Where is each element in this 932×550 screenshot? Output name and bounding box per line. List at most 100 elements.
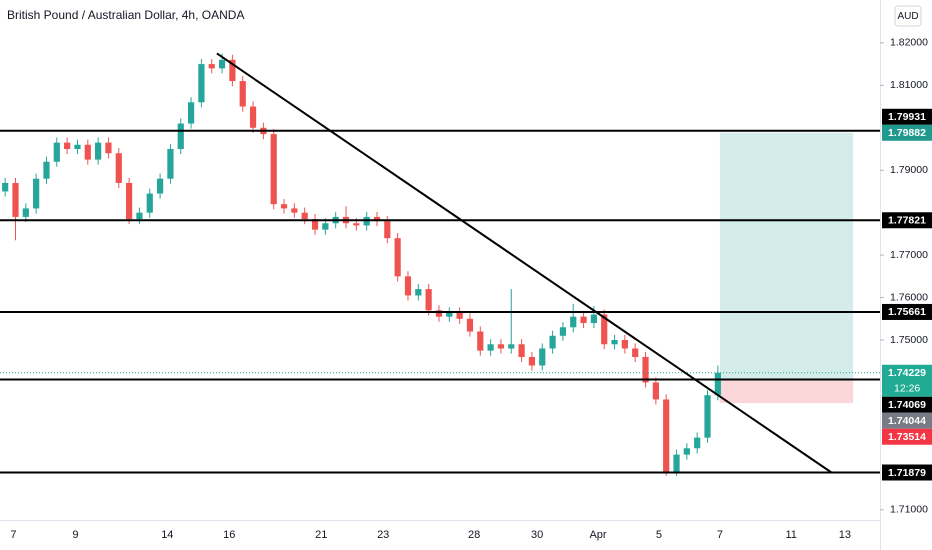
candle-body: [704, 395, 711, 438]
y-tick-label: 1.82000: [890, 37, 928, 49]
level-label-bg: [882, 303, 932, 320]
candle-body: [33, 178, 40, 209]
candle-body: [714, 372, 721, 396]
candle-body: [146, 193, 153, 213]
candle-body: [208, 64, 215, 69]
candle-body: [311, 219, 319, 230]
trendline: [216, 52, 833, 474]
last-price-label-bg: [882, 364, 932, 397]
candle-body: [477, 331, 484, 351]
candle-body: [528, 356, 536, 366]
candle-body: [74, 144, 81, 149]
candle-body: [590, 314, 597, 324]
currency-label: AUD: [897, 11, 918, 22]
candle-body: [322, 223, 329, 230]
candle-body: [249, 106, 257, 128]
y-tick-label: 1.76000: [890, 291, 928, 303]
candle-body: [663, 399, 670, 472]
candle-body: [187, 102, 195, 124]
x-tick-label: 11: [785, 529, 796, 541]
x-tick-label: 7: [717, 529, 723, 541]
target-label: 1.79882: [882, 124, 932, 141]
last-price-label: 1.74229 12:26: [882, 364, 932, 397]
candle-body: [280, 204, 288, 209]
countdown: 12:26: [894, 383, 920, 395]
candle-body: [394, 238, 401, 277]
candle-body: [683, 448, 690, 455]
level-label-bg: [882, 108, 932, 125]
candle-body: [218, 59, 226, 69]
candle-body: [652, 382, 659, 400]
candle-body: [549, 335, 556, 349]
candle-body: [404, 276, 412, 296]
y-tick-label: 1.79000: [890, 164, 928, 176]
candle-body: [611, 340, 618, 345]
last-price-label-text: 1.74229: [888, 367, 926, 379]
target-label-text: 1.79882: [888, 127, 926, 139]
candle-body: [642, 356, 649, 383]
level-label-text: 1.71879: [888, 467, 926, 479]
y-tick-label: 1.71000: [890, 504, 928, 516]
candle-body: [673, 454, 680, 472]
candle-body: [570, 316, 577, 328]
candle-body: [446, 312, 453, 317]
level-label-bg: [882, 464, 932, 481]
candle-body: [136, 212, 143, 220]
candle-body: [64, 142, 71, 149]
level-label: 1.74069: [882, 396, 932, 413]
candle-body: [53, 142, 60, 162]
candle-body: [415, 289, 422, 296]
level-label: 1.71879: [882, 464, 932, 481]
candle-body: [2, 182, 9, 192]
level-label-text: 1.75661: [888, 306, 926, 318]
candle-body: [126, 182, 133, 220]
loss-zone: [719, 380, 854, 404]
target-label-bg: [882, 124, 932, 141]
stop-label-bg: [882, 428, 932, 445]
x-tick-label: 13: [839, 529, 851, 541]
candle-body: [632, 348, 639, 357]
candle-body: [156, 178, 164, 194]
entry-label: 1.74044: [882, 412, 932, 429]
candle-body: [291, 208, 298, 213]
x-tick-label: 7: [10, 529, 16, 541]
stop-label-text: 1.73514: [888, 431, 926, 443]
candle-body: [539, 348, 546, 366]
candle-body: [425, 289, 432, 311]
candle-body: [621, 340, 628, 349]
candle-body: [518, 344, 525, 357]
level-label-bg: [882, 396, 932, 413]
level-label-bg: [882, 212, 932, 229]
level-label: 1.77821: [882, 212, 932, 229]
profit-zone: [719, 132, 854, 381]
candle-body: [487, 344, 494, 351]
x-tick-label: 5: [656, 529, 662, 541]
candle-body: [435, 310, 443, 317]
candle-body: [601, 314, 608, 345]
candle-body: [456, 312, 463, 319]
x-tick-label: 9: [72, 529, 78, 541]
chart-title: British Pound / Australian Dollar, 4h, O…: [7, 8, 244, 22]
y-tick-label: 1.77000: [890, 249, 928, 261]
y-tick-label: 1.75000: [890, 334, 928, 346]
level-label-text: 1.79931: [888, 111, 926, 123]
candle-body: [466, 318, 474, 332]
currency-button[interactable]: [894, 5, 922, 27]
candle-body: [43, 161, 50, 179]
y-tick-label: 1.81000: [890, 79, 928, 91]
x-tick-label: 30: [531, 529, 543, 541]
candle-body: [301, 212, 308, 220]
x-tick-label: Apr: [589, 529, 606, 541]
x-tick-label: 21: [315, 529, 327, 541]
candle-body: [497, 344, 505, 349]
level-label: 1.75661: [882, 303, 932, 320]
candle-body: [373, 216, 381, 222]
level-label-text: 1.74069: [888, 399, 926, 411]
candle-body: [270, 134, 277, 205]
candle-body: [353, 223, 360, 226]
candle-body: [167, 148, 174, 179]
level-label-text: 1.77821: [888, 215, 926, 227]
candle-body: [229, 59, 236, 82]
